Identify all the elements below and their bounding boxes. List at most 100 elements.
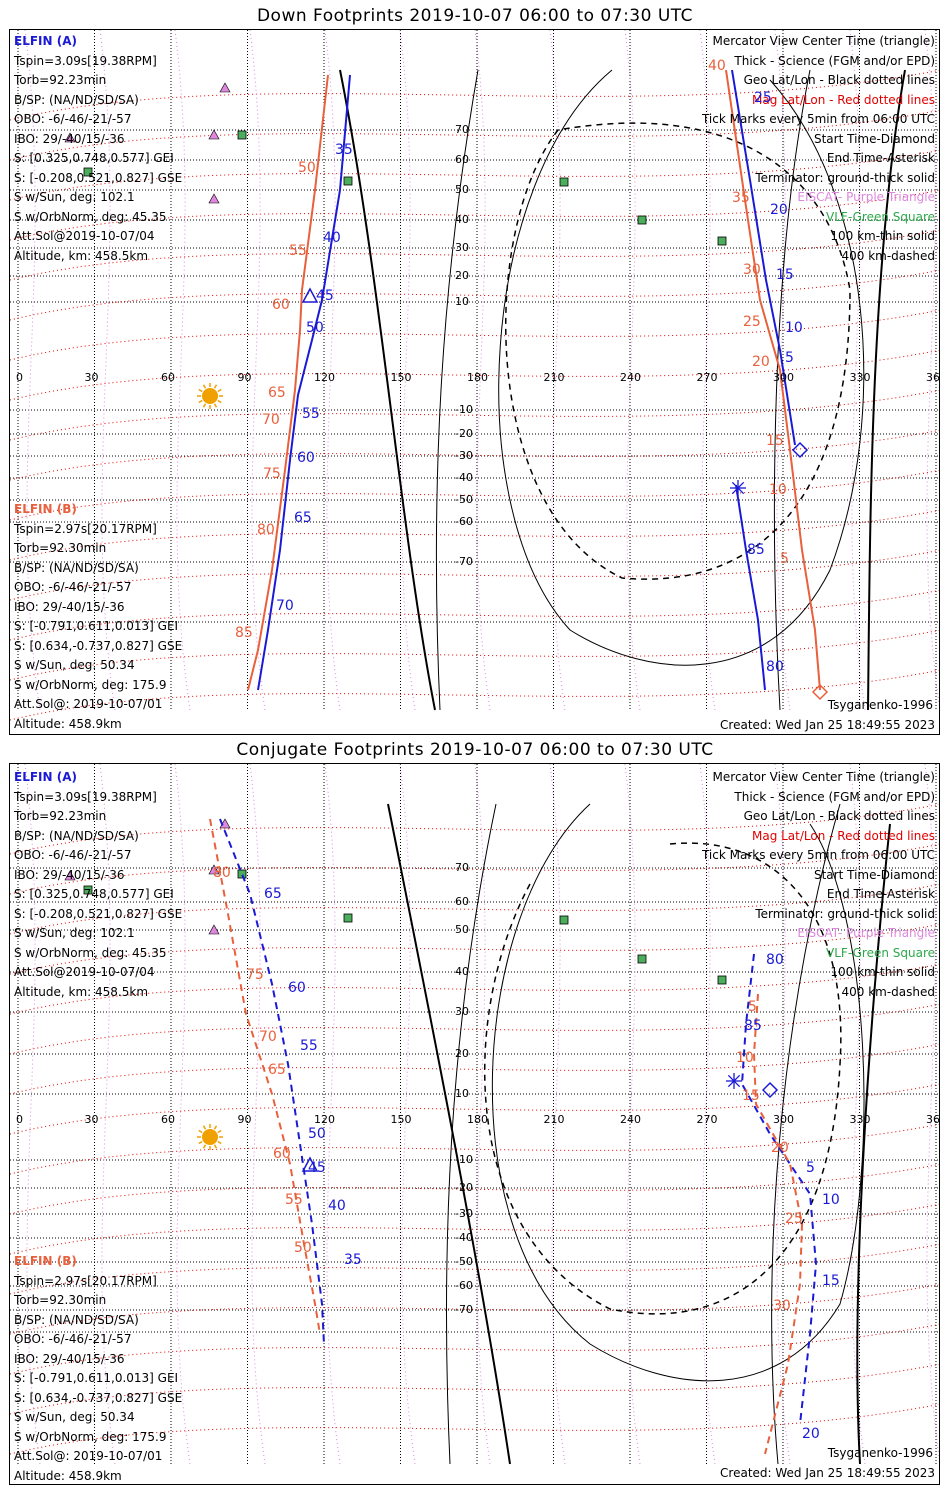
latitude-label: -60 <box>455 515 473 528</box>
longitude-label: 330 <box>849 1113 871 1126</box>
elfin-a-tick-label: 85 <box>747 542 765 558</box>
elfin-b-tick-label: 55 <box>285 1192 303 1208</box>
info-line: S w/Sun, deg: 102.1 <box>14 190 135 204</box>
mag-lon-gridline <box>924 30 939 707</box>
info-line: S: [-0.791,0.611,0.013] GEI <box>14 619 179 633</box>
longitude-label: 180 <box>467 1113 488 1126</box>
elfin-a-tick-label: 25 <box>754 90 772 106</box>
longitude-label: 300 <box>773 371 794 384</box>
info-line: S: [0.325,0.748,0.577] GEI <box>14 151 174 165</box>
start-time-diamond <box>761 1081 779 1099</box>
elfin-a-tick-label: 35 <box>344 1252 362 1268</box>
elfin-a-heading: ELFIN (A) <box>14 34 77 48</box>
latitude-label: -70 <box>455 555 473 568</box>
elfin-a-tick-label: 35 <box>335 142 353 158</box>
latitude-label: 30 <box>455 1005 469 1018</box>
longitude-label: 0 <box>16 371 23 384</box>
eiscat-triangle <box>208 193 220 204</box>
elfin-b-heading: ELFIN (B) <box>14 502 77 516</box>
longitude-label: 180 <box>467 371 488 384</box>
terminator-line <box>867 69 906 711</box>
latitude-label: 20 <box>455 269 469 282</box>
latitude-label: -60 <box>455 1279 473 1292</box>
start-time-diamond <box>811 683 829 701</box>
latitude-label: -30 <box>455 449 473 462</box>
legend-item: Terminator: ground-thick solid <box>755 170 935 185</box>
info-line: Att.Sol@: 2019-10-07/01 <box>14 1449 163 1463</box>
sun-ray <box>217 399 222 404</box>
sun-ray <box>217 1129 222 1134</box>
legend-item: VLF-Green Square <box>826 209 935 224</box>
info-line: Att.Sol@2019-10-07/04 <box>14 229 155 243</box>
sun-ray <box>213 1144 218 1149</box>
info-line: S w/OrbNorm, deg: 175.9 <box>14 677 167 692</box>
mag-lat-gridline <box>10 1083 939 1135</box>
elfin-a-tick-label: 15 <box>776 267 794 283</box>
map-panel-conjugate: ELFIN (A) Tspin=3.09s[19.38RPM] Torb=92.… <box>9 763 940 1485</box>
start-time-diamond <box>791 441 809 459</box>
mag-lon-gridline <box>249 30 266 711</box>
longitude-label: 30 <box>84 1113 99 1126</box>
legend-item: Thick - Science (FGM and/or EPD) <box>734 789 935 804</box>
elfin-b-tick-label: 20 <box>752 354 770 370</box>
longitude-label: 300 <box>773 1113 794 1126</box>
elfin-b-tick-label: 5 <box>748 999 757 1015</box>
mag-lat-gridline <box>10 1403 939 1455</box>
mag-lon-gridline <box>399 30 416 711</box>
info-line: Torb=92.23min <box>14 809 107 823</box>
center-time-triangle <box>301 287 319 303</box>
vlf-station-square <box>343 913 353 923</box>
mag-lat-gridline <box>10 1203 939 1255</box>
eiscat-triangle <box>64 870 76 881</box>
latitude-label: -70 <box>455 1303 473 1316</box>
latitude-label: -50 <box>455 493 473 506</box>
altitude-400km-contour <box>483 842 842 1315</box>
terminator-line <box>339 69 436 711</box>
info-line: Torb=92.30min <box>14 541 107 555</box>
mag-lat-gridline <box>10 389 939 441</box>
elfin-a-tick-label: 80 <box>766 659 784 675</box>
mag-lat-gridline <box>10 1323 939 1375</box>
mag-lat-gridline <box>10 669 939 721</box>
eiscat-triangle <box>64 132 76 143</box>
elfin-b-tick-label: 30 <box>743 262 761 278</box>
legend-item: EISCAT- Purple Triangle <box>797 190 935 204</box>
end-time-asterisk <box>731 481 745 495</box>
longitude-label: 0 <box>16 1113 23 1126</box>
sun-icon <box>202 1129 218 1145</box>
map-legend: Mercator View Center Time (triangle) Thi… <box>702 768 935 1002</box>
mag-lon-gridline <box>99 30 116 711</box>
sun-icon <box>202 388 218 404</box>
latitude-label: 10 <box>455 1087 469 1100</box>
eiscat-triangle <box>208 129 220 140</box>
latitude-label: 60 <box>455 153 469 166</box>
legend-item: Tick Marks every 5min from 06:00 UTC <box>701 848 935 862</box>
center-time-triangle <box>301 1156 319 1172</box>
elfin-a-tick-label: 50 <box>306 320 324 336</box>
sun-ray <box>213 384 218 389</box>
elfin-a-tick-label: 80 <box>766 952 784 968</box>
eiscat-triangle <box>219 82 231 93</box>
mag-lat-gridline <box>10 229 939 281</box>
altitude-100km-contour <box>492 803 865 1382</box>
info-line: Altitude: 458.9km <box>14 716 122 731</box>
mag-lat-gridline <box>10 69 939 121</box>
elfin-a-heading: ELFIN (A) <box>14 770 77 784</box>
legend-item: 400 km-dashed <box>841 984 935 999</box>
longitude-label: 360 <box>926 1113 940 1126</box>
created-timestamp: Created: Wed Jan 25 18:49:55 2023 <box>720 1466 935 1480</box>
legend-item: EISCAT- Purple Triangle <box>797 926 935 940</box>
altitude-100km-contour <box>498 69 865 666</box>
legend-item: Mag Lat/Lon - Red dotted lines <box>751 828 935 843</box>
elfin-b-tick-label: 65 <box>268 385 286 401</box>
elfin-b-tick-label: 40 <box>708 58 726 74</box>
sun-ray <box>198 399 203 404</box>
altitude-400km-contour <box>505 122 851 580</box>
latitude-label: -50 <box>455 1255 473 1268</box>
elfin-a-tick-label: 65 <box>264 886 282 902</box>
legend-item: End Time-Asterisk <box>826 887 935 901</box>
longitude-label: 90 <box>237 371 252 384</box>
legend-item: Start Time-Diamond <box>813 867 935 882</box>
legend-item: 100 km-thin solid <box>830 965 935 979</box>
elfin-b-tick-label: 70 <box>262 412 280 428</box>
